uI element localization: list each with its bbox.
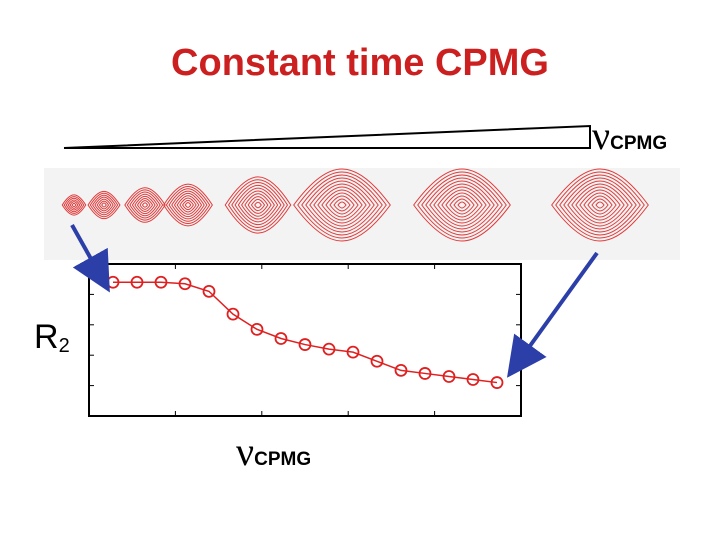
r2-data-point <box>466 373 480 386</box>
contour-peak <box>163 183 213 227</box>
contour-peak <box>87 190 121 220</box>
r2-data-point <box>202 284 216 298</box>
contour-peak <box>413 168 511 242</box>
x-axis-label: νCPMG <box>236 428 311 475</box>
r2-data-point <box>154 275 168 289</box>
arrow-first-point <box>70 224 110 293</box>
r2-data-point <box>370 354 384 368</box>
r2-data-point <box>274 332 288 345</box>
r2-curve <box>106 275 504 389</box>
peak-series <box>61 168 649 242</box>
r2-data-point <box>250 322 264 336</box>
r2-data-point <box>418 367 432 380</box>
plot-frame <box>88 263 522 417</box>
r2-data-point <box>394 363 408 377</box>
y-axis-symbol: R <box>34 318 59 356</box>
y-axis-subscript: 2 <box>58 335 70 357</box>
r2-data-point <box>178 277 192 291</box>
slide-title: Constant time CPMG <box>171 42 549 84</box>
r2-data-point <box>346 345 360 359</box>
r2-data-point <box>130 275 144 289</box>
contour-peak <box>61 194 87 216</box>
r2-data-point <box>490 376 504 389</box>
plot-ticks <box>89 264 521 416</box>
r2-data-point <box>442 370 456 383</box>
x-axis-symbol: ν <box>236 429 255 474</box>
top-axis-label: νCPMG <box>592 112 667 159</box>
contour-peak <box>551 168 649 242</box>
r2-series-line <box>113 281 498 384</box>
top-axis-symbol: ν <box>592 113 611 158</box>
r2-data-point <box>226 307 240 321</box>
r2-data-point <box>298 338 312 351</box>
r2-data-point <box>322 342 336 356</box>
y-axis-label: R2 <box>34 318 70 358</box>
contour-peak <box>124 187 166 223</box>
top-axis-subscript: CPMG <box>610 133 668 154</box>
x-axis-subscript: CPMG <box>254 449 312 470</box>
arrow-last-point <box>506 251 599 378</box>
contour-peak <box>293 168 391 242</box>
contour-peak <box>224 176 292 234</box>
increasing-wedge <box>63 124 591 149</box>
